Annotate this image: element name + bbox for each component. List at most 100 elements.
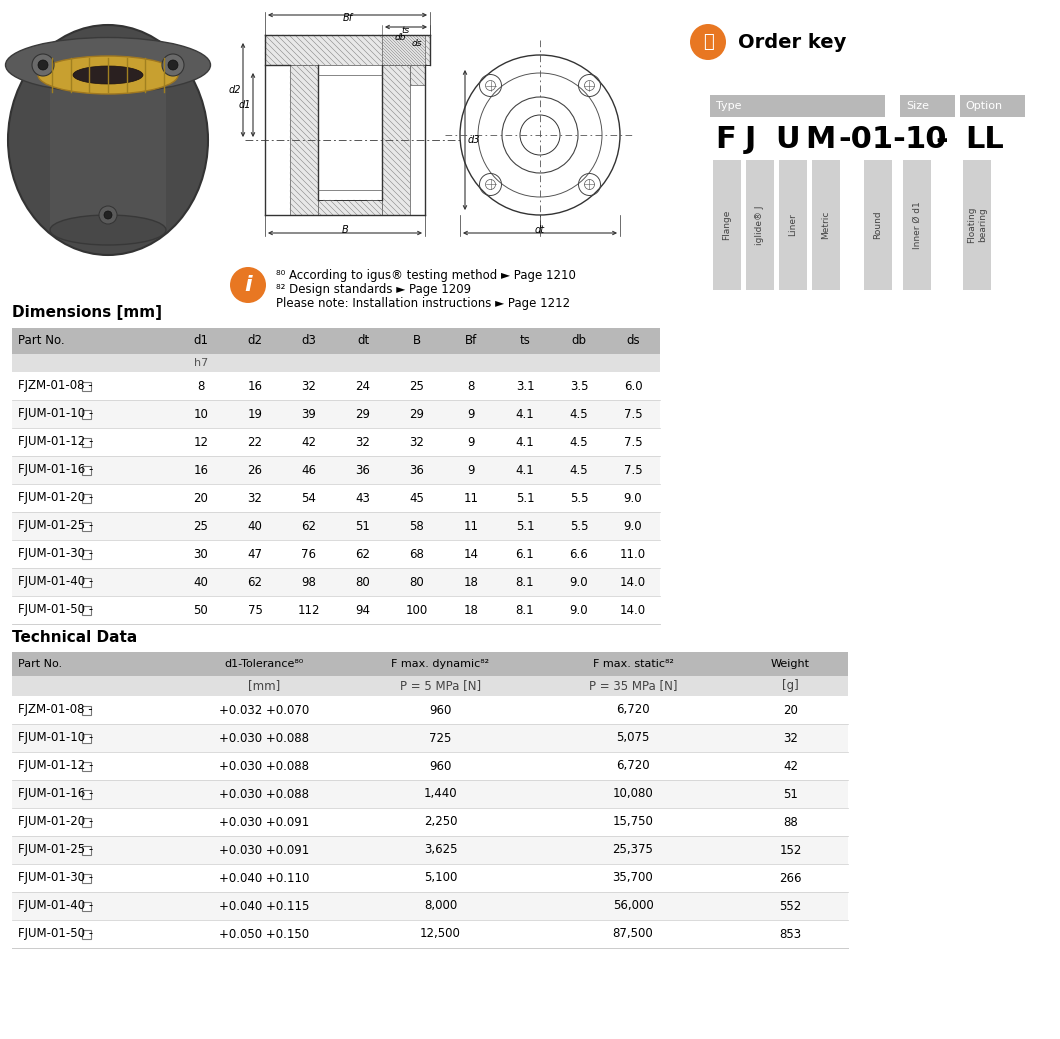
Text: 552: 552 [779, 900, 801, 912]
Ellipse shape [38, 56, 178, 94]
Text: 32: 32 [409, 435, 424, 449]
Text: B: B [413, 335, 421, 347]
Text: Option: Option [965, 101, 1002, 111]
Bar [82, 494, 91, 503]
Text: 18: 18 [463, 604, 478, 616]
Text: 16: 16 [194, 463, 209, 477]
Text: F: F [716, 126, 736, 155]
Text: +0.050 +0.150: +0.050 +0.150 [219, 928, 310, 940]
Text: FJUM-01-12 -: FJUM-01-12 - [18, 435, 93, 449]
Text: 9.0: 9.0 [623, 491, 642, 505]
Bar [82, 578, 91, 586]
Circle shape [162, 54, 184, 76]
Bar [382, 35, 425, 65]
Text: 32: 32 [355, 435, 370, 449]
Text: d1: d1 [194, 335, 209, 347]
Text: d3: d3 [301, 335, 317, 347]
Text: 3.5: 3.5 [570, 379, 588, 393]
Text: 62: 62 [355, 548, 371, 560]
Text: 8.1: 8.1 [515, 604, 534, 616]
Text: 960: 960 [429, 760, 452, 773]
Text: dt: dt [535, 225, 545, 235]
Text: 7.5: 7.5 [623, 463, 642, 477]
Circle shape [167, 60, 178, 70]
Text: Inner Ø d1: Inner Ø d1 [913, 202, 921, 249]
Text: 29: 29 [409, 407, 424, 421]
Text: 8,000: 8,000 [424, 900, 457, 912]
Bar [12, 354, 660, 372]
Text: 24: 24 [355, 379, 371, 393]
Bar [12, 752, 848, 780]
Text: FJUM-01-10 -: FJUM-01-10 - [18, 407, 93, 421]
Text: 32: 32 [301, 379, 317, 393]
Text: 42: 42 [783, 760, 798, 773]
Text: +0.032 +0.070: +0.032 +0.070 [218, 703, 310, 717]
Text: 42: 42 [301, 435, 317, 449]
Bar [318, 199, 382, 215]
Text: 9.0: 9.0 [569, 576, 588, 588]
Text: d1-Tolerance⁸⁰: d1-Tolerance⁸⁰ [225, 659, 303, 669]
Text: d2: d2 [247, 335, 263, 347]
Text: Technical Data: Technical Data [12, 631, 137, 645]
Text: 14: 14 [463, 548, 478, 560]
Text: 3,625: 3,625 [424, 844, 457, 856]
Text: 3.1: 3.1 [515, 379, 534, 393]
Text: 10,080: 10,080 [613, 788, 653, 800]
Bar [82, 762, 91, 771]
Ellipse shape [5, 37, 211, 92]
Text: 46: 46 [301, 463, 317, 477]
Text: db: db [395, 32, 406, 42]
Text: 9: 9 [467, 463, 475, 477]
Text: 25: 25 [194, 520, 209, 533]
Text: 18: 18 [463, 576, 478, 588]
Bar [12, 652, 848, 676]
Text: 35,700: 35,700 [613, 872, 653, 884]
Bar [710, 95, 885, 117]
Text: 15,750: 15,750 [613, 816, 653, 828]
Text: 19: 19 [247, 407, 263, 421]
Text: FJUM-01-50 -: FJUM-01-50 - [18, 604, 93, 616]
Text: d2: d2 [229, 85, 241, 95]
Text: Size: Size [906, 101, 929, 111]
Text: P = 5 MPa [N]: P = 5 MPa [N] [400, 680, 481, 693]
Bar [82, 790, 91, 799]
Text: 58: 58 [409, 520, 424, 533]
Text: FJUM-01-40 -: FJUM-01-40 - [18, 576, 93, 588]
Text: +0.030 +0.088: +0.030 +0.088 [219, 788, 310, 800]
Text: Metric: Metric [822, 211, 830, 239]
Text: FJUM-01-50 -: FJUM-01-50 - [18, 928, 93, 940]
Bar [960, 95, 1025, 117]
Bar [900, 95, 955, 117]
Text: 7.5: 7.5 [623, 435, 642, 449]
Text: F max. dynamic⁸²: F max. dynamic⁸² [391, 659, 490, 669]
Text: Part No.: Part No. [18, 659, 63, 669]
Text: 20: 20 [194, 491, 209, 505]
Text: 11: 11 [463, 491, 478, 505]
Text: B: B [341, 225, 349, 235]
Text: 6.0: 6.0 [623, 379, 642, 393]
Circle shape [690, 24, 726, 60]
Bar [82, 734, 91, 743]
Text: 47: 47 [247, 548, 263, 560]
Text: 152: 152 [779, 844, 801, 856]
Text: 10: 10 [905, 126, 948, 155]
Text: Order key: Order key [738, 32, 846, 52]
Text: 9: 9 [467, 407, 475, 421]
Text: 36: 36 [409, 463, 424, 477]
Text: 32: 32 [783, 731, 798, 745]
Text: FJUM-01-12 -: FJUM-01-12 - [18, 760, 93, 773]
Text: LL: LL [965, 126, 1004, 155]
Text: 4.1: 4.1 [515, 407, 534, 421]
Bar [12, 512, 660, 540]
Text: 62: 62 [301, 520, 317, 533]
Text: +0.030 +0.088: +0.030 +0.088 [219, 760, 310, 773]
Text: M: M [805, 126, 835, 155]
Bar [812, 160, 840, 290]
Bar [12, 780, 848, 808]
Text: 725: 725 [429, 731, 452, 745]
Bar [82, 409, 91, 419]
Text: 50: 50 [194, 604, 209, 616]
Text: +0.040 +0.110: +0.040 +0.110 [218, 872, 310, 884]
Text: 87,500: 87,500 [613, 928, 653, 940]
Text: FJUM-01-30 -: FJUM-01-30 - [18, 872, 93, 884]
